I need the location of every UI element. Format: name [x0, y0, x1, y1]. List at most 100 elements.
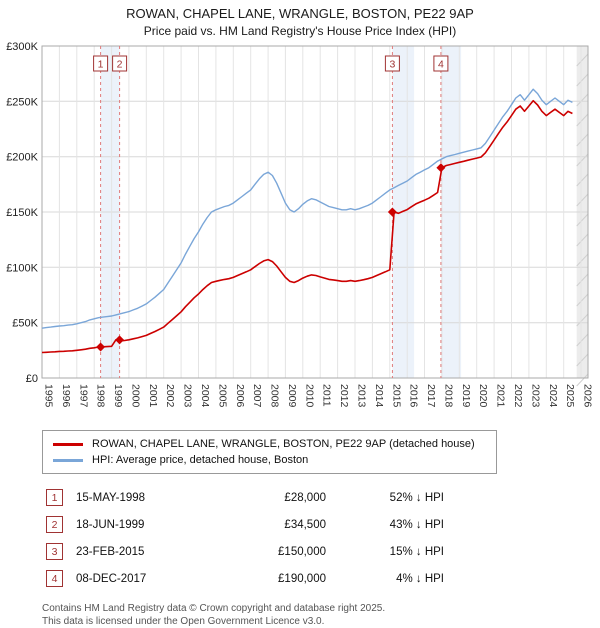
hpi-line	[41, 88, 573, 329]
x-tick-label: 2017	[425, 384, 437, 408]
x-tick-label: 2000	[129, 384, 141, 408]
x-tick-label: 2010	[303, 384, 315, 408]
sale-label-box-1	[93, 55, 109, 72]
footer-line-2: This data is licensed under the Open Gov…	[42, 616, 325, 627]
legend-row-price-paid: ROWAN, CHAPEL LANE, WRANGLE, BOSTON, PE2…	[53, 436, 486, 452]
sale-price: £28,000	[284, 491, 326, 504]
sale-label-num-4: 4	[438, 59, 444, 71]
sale-label-box-3	[384, 55, 400, 72]
future-band-hatch	[576, 113, 589, 127]
sale-vs-hpi: 52% ↓ HPI	[389, 491, 444, 504]
future-band-hatch	[576, 73, 589, 87]
price-chart: £0 £50K £100K £150K £200K £250K £300K 1995 1996 1…	[0, 38, 600, 428]
x-tick-label: 1999	[112, 384, 124, 408]
x-tick-label: 2002	[164, 384, 176, 408]
x-tick-label: 2009	[286, 384, 298, 408]
x-tick-label: 2007	[251, 384, 263, 408]
sale-price: £190,000	[278, 572, 326, 585]
future-band-hatch	[576, 313, 589, 327]
x-tick-label: 2003	[182, 384, 194, 408]
sales-table: 1 15-MAY-1998 £28,000 52% ↓ HPI 2 18-JUN-1999…	[46, 484, 600, 592]
sale-point-2	[115, 335, 125, 345]
future-band-hatch	[576, 293, 589, 307]
y-tick-label: £250K	[6, 96, 38, 108]
x-tick-label: 2018	[442, 384, 454, 408]
legend-label-hpi: HPI: Average price, detached house, Bost…	[92, 454, 309, 466]
legend-row-hpi: HPI: Average price, detached house, Bost…	[53, 452, 486, 468]
sale-label-box-2	[112, 55, 128, 72]
future-band-hatch	[576, 253, 589, 267]
chart-svg: £0 £50K £100K £150K £200K £250K £300K 1995 1996 1…	[6, 41, 594, 408]
future-band-hatch	[576, 53, 589, 67]
sale-vs-hpi: 43% ↓ HPI	[389, 518, 444, 531]
hpi-line-swatch	[53, 458, 83, 462]
future-band-hatch	[576, 173, 589, 187]
sale-price: £150,000	[278, 545, 326, 558]
future-band-hatch	[576, 353, 589, 367]
sale-row-num-2: 2	[46, 516, 63, 533]
y-tick-label: £0	[26, 373, 38, 385]
sale-row-1: 1 15-MAY-1998 £28,000 52% ↓ HPI	[46, 484, 600, 511]
x-tick-label: 1997	[77, 384, 89, 408]
chart-header: ROWAN, CHAPEL LANE, WRANGLE, BOSTON, PE2…	[0, 0, 600, 38]
x-tick-label: 2022	[512, 384, 524, 408]
y-tick-label: £200K	[6, 152, 38, 164]
sale-price: £34,500	[284, 518, 326, 531]
x-tick-label: 2001	[147, 384, 159, 408]
sale-row-4: 4 08-DEC-2017 £190,000 4% ↓ HPI	[46, 565, 600, 592]
future-band-hatch	[576, 153, 589, 167]
x-tick-label: 2011	[321, 384, 333, 407]
x-tick-label: 1998	[95, 384, 107, 408]
future-band-hatch	[576, 273, 589, 287]
sale-label-num-1: 1	[98, 59, 104, 71]
future-band-hatch	[576, 193, 589, 207]
x-tick-label: 2019	[460, 384, 472, 408]
sale-row-2: 2 18-JUN-1999 £34,500 43% ↓ HPI	[46, 511, 600, 538]
future-band-hatch	[576, 213, 589, 227]
sale-date: 08-DEC-2017	[76, 572, 147, 585]
x-tick-label: 2013	[356, 384, 368, 408]
sale-label-num-2: 2	[117, 59, 123, 71]
sale-vs-hpi: 15% ↓ HPI	[389, 545, 444, 558]
page-subtitle: Price paid vs. HM Land Registry's House …	[143, 24, 457, 38]
future-band-hatch	[576, 133, 589, 147]
page-title: ROWAN, CHAPEL LANE, WRANGLE, BOSTON, PE2…	[126, 6, 474, 21]
price-paid-line	[41, 99, 573, 354]
y-tick-label: £150K	[6, 207, 38, 219]
plot-border	[41, 45, 589, 379]
sale-row-num-4: 4	[46, 570, 63, 587]
sale-point-1	[96, 342, 106, 352]
y-tick-label: £50K	[12, 318, 38, 330]
sale-vs-hpi: 4% ↓ HPI	[396, 572, 444, 585]
future-band-hatch	[576, 233, 589, 247]
x-tick-label: 2023	[529, 384, 541, 408]
chart-legend: ROWAN, CHAPEL LANE, WRANGLE, BOSTON, PE2…	[42, 430, 497, 474]
future-band-hatch	[576, 373, 589, 387]
sale-date: 18-JUN-1999	[76, 518, 145, 531]
sale-row-num-3: 3	[46, 543, 63, 560]
footer-line-1: Contains HM Land Registry data © Crown c…	[42, 603, 386, 614]
x-tick-label: 2024	[547, 384, 559, 408]
x-tick-label: 2015	[390, 384, 402, 408]
sale-point-4	[436, 163, 446, 173]
x-tick-label: 1996	[60, 384, 72, 408]
x-tick-label: 2020	[477, 384, 489, 408]
x-tick-label: 2004	[199, 384, 211, 408]
x-tick-label: 2006	[234, 384, 246, 408]
x-tick-label: 2014	[373, 384, 385, 408]
footer: Contains HM Land Registry data © Crown c…	[42, 602, 600, 628]
x-tick-label: 2012	[338, 384, 350, 408]
x-tick-label: 2016	[408, 384, 420, 408]
x-tick-label: 1995	[43, 384, 55, 408]
future-band-hatch	[576, 333, 589, 347]
x-tick-label: 2021	[495, 384, 507, 408]
sale-date: 23-FEB-2015	[76, 545, 145, 558]
x-tick-label: 2026	[582, 384, 594, 408]
y-tick-label: £100K	[6, 262, 38, 274]
sale-label-num-3: 3	[389, 59, 395, 71]
price-paid-line-swatch	[53, 442, 83, 446]
sale-point-3	[387, 207, 397, 217]
x-tick-label: 2008	[269, 384, 281, 408]
sale-row-3: 3 23-FEB-2015 £150,000 15% ↓ HPI	[46, 538, 600, 565]
x-tick-label: 2005	[216, 384, 228, 408]
